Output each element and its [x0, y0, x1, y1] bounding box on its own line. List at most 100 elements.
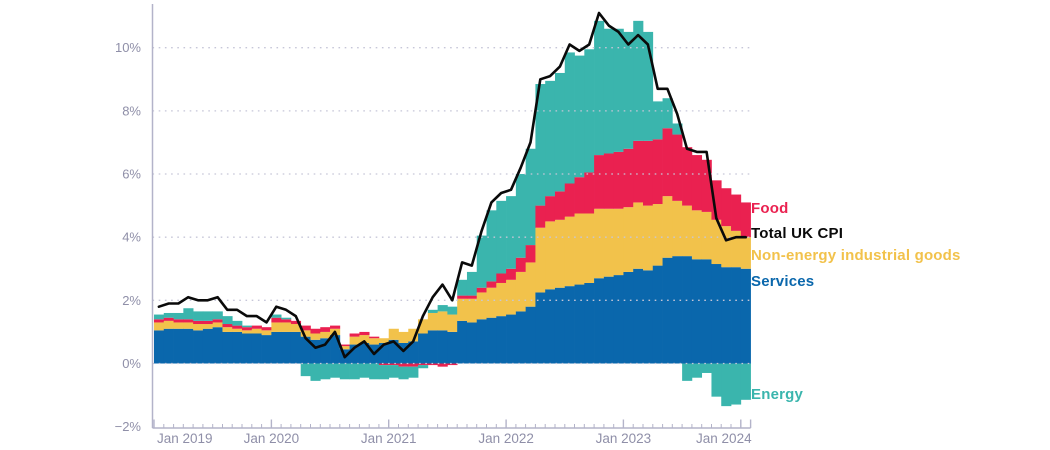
bar-segment-services — [457, 320, 468, 364]
bar-segment-non-energy-industrial-goods — [691, 210, 703, 260]
bar-segment-energy — [281, 317, 292, 320]
bar-segment-non-energy-industrial-goods — [173, 322, 184, 329]
bar-segment-non-energy-industrial-goods — [525, 262, 536, 307]
bar-segment-energy — [330, 363, 341, 378]
bar-segment-food — [545, 196, 556, 222]
bar-segment-food — [740, 202, 751, 238]
bar-segment-services — [603, 276, 615, 364]
bar-segment-services — [271, 331, 282, 364]
y-tick-label: 2% — [122, 293, 141, 308]
bar-segment-energy — [222, 316, 233, 325]
bar-segment-services — [476, 319, 487, 364]
bar-segment-services — [349, 344, 360, 364]
bar-segment-services — [574, 284, 585, 364]
bar-segment-services — [359, 342, 370, 364]
bar-segment-non-energy-industrial-goods — [603, 208, 615, 277]
bar-segment-non-energy-industrial-goods — [418, 319, 429, 334]
bar-segment-food — [633, 140, 644, 203]
bar-segment-food — [594, 155, 605, 209]
bar-segment-food — [496, 273, 507, 283]
bar-segment-energy — [466, 271, 478, 296]
bar-segment-non-energy-industrial-goods — [310, 333, 321, 340]
bar-segment-non-energy-industrial-goods — [721, 226, 732, 268]
y-tick-label: 10% — [115, 40, 141, 55]
bar-segment-food — [320, 327, 331, 332]
bar-segment-food — [672, 134, 683, 201]
bar-segment-food — [193, 320, 204, 325]
x-axis-labels: Jan 2019 Jan 2020 Jan 2021 Jan 2022 Jan 2023… — [157, 431, 752, 446]
stacked-bars — [154, 20, 751, 407]
bar-segment-food — [310, 328, 321, 334]
x-tick-label: Jan 2019 — [157, 431, 213, 446]
bar-segment-energy — [378, 365, 390, 380]
bar-segment-non-energy-industrial-goods — [574, 213, 585, 285]
bar-segment-non-energy-industrial-goods — [643, 205, 654, 271]
bar-segment-non-energy-industrial-goods — [672, 200, 683, 257]
bar-segment-non-energy-industrial-goods — [281, 322, 292, 332]
bar-segment-non-energy-industrial-goods — [652, 204, 663, 266]
bar-segment-non-energy-industrial-goods — [701, 211, 712, 260]
bar-segment-services — [173, 328, 184, 364]
x-tick-label: Jan 2024 — [696, 431, 752, 446]
bar-segment-non-energy-industrial-goods — [457, 298, 468, 321]
bar-segment-food — [613, 151, 624, 209]
bar-segment-services — [310, 339, 321, 364]
bar-segment-food — [202, 320, 214, 325]
bar-segment-non-energy-industrial-goods — [369, 338, 380, 345]
x-tick-label: Jan 2021 — [361, 431, 417, 446]
bar-segment-services — [515, 311, 526, 364]
bar-segment-non-energy-industrial-goods — [222, 327, 233, 332]
bar-segment-services — [506, 314, 517, 364]
bar-segment-energy — [193, 311, 204, 321]
bar-segment-non-energy-industrial-goods — [212, 322, 223, 328]
y-tick-label: 0% — [122, 356, 141, 371]
y-tick-label: 8% — [122, 103, 141, 118]
bar-segment-food — [300, 325, 311, 331]
total-uk-cpi-line — [157, 11, 748, 359]
x-tick-label: Jan 2020 — [244, 431, 300, 446]
bar-segment-services — [300, 336, 311, 364]
bar-segment-services — [564, 286, 575, 364]
bar-segment-energy — [603, 28, 615, 154]
bar-segment-non-energy-industrial-goods — [711, 219, 722, 265]
bar-segment-energy — [183, 308, 194, 320]
bar-segment-services — [672, 256, 683, 364]
bar-segment-food — [251, 325, 262, 329]
bar-segment-food — [721, 188, 732, 227]
bar-segment-energy — [418, 365, 429, 369]
bar-segment-food — [232, 325, 243, 329]
bar-segment-non-energy-industrial-goods — [300, 330, 311, 337]
bar-segment-non-energy-industrial-goods — [163, 320, 174, 329]
bar-segment-food — [564, 183, 575, 217]
bar-segment-non-energy-industrial-goods — [271, 322, 282, 332]
bar-segment-energy — [173, 312, 184, 320]
bar-segment-non-energy-industrial-goods — [202, 324, 214, 329]
bar-segment-food — [369, 336, 380, 339]
bar-segment-energy — [545, 80, 556, 197]
bar-segment-energy — [691, 363, 703, 378]
bar-segment-energy — [662, 98, 673, 129]
bar-segment-food — [212, 319, 223, 323]
bar-segment-food — [506, 268, 517, 280]
bar-segment-services — [466, 322, 478, 364]
bar-segment-services — [427, 330, 438, 364]
bar-segment-non-energy-industrial-goods — [320, 331, 331, 339]
bar-segment-services — [398, 342, 409, 364]
bar-segment-energy — [349, 363, 360, 380]
bar-segment-services — [251, 333, 262, 364]
bar-segment-energy — [486, 210, 497, 282]
bar-segment-non-energy-industrial-goods — [154, 322, 165, 331]
bar-segment-non-energy-industrial-goods — [261, 330, 272, 336]
bar-segment-services — [242, 333, 253, 364]
bar-segment-non-energy-industrial-goods — [506, 279, 517, 315]
bar-segment-non-energy-industrial-goods — [662, 196, 673, 258]
bar-segment-services — [408, 341, 419, 364]
bar-segment-non-energy-industrial-goods — [193, 324, 204, 331]
bar-segment-energy — [163, 312, 174, 318]
bar-segment-services — [662, 257, 673, 364]
bar-segment-energy — [574, 55, 585, 178]
bar-segment-energy — [731, 363, 742, 405]
bar-segment-services — [525, 306, 536, 364]
bar-segment-energy — [554, 72, 566, 192]
bar-segment-energy — [564, 52, 575, 184]
